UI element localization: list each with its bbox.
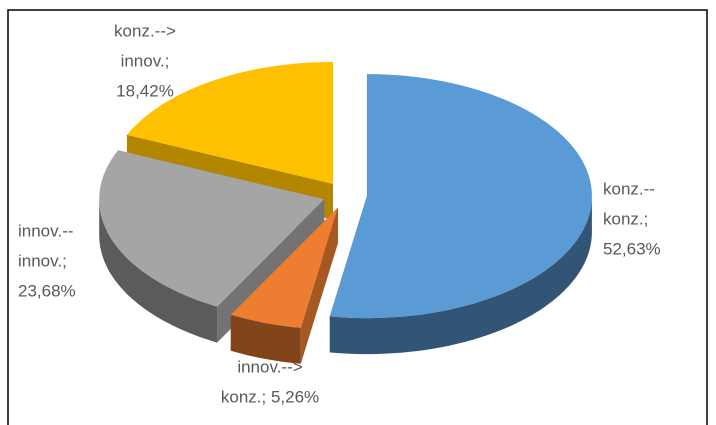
- slice: [329, 74, 592, 319]
- data-label: innov.-->: [237, 357, 302, 376]
- data-label: konz.-->: [114, 21, 176, 40]
- slice-wall: [230, 314, 301, 364]
- slice: [99, 150, 325, 307]
- data-label: innov.--: [18, 221, 73, 240]
- slice: [126, 61, 334, 184]
- slice-wall: [329, 196, 592, 355]
- data-label: konz.; 5,26%: [221, 387, 319, 406]
- data-label: konz.--: [603, 179, 655, 198]
- data-label: konz.;: [603, 209, 648, 228]
- data-label: innov.;: [18, 251, 67, 270]
- slice: [230, 207, 338, 328]
- data-label: innov.;: [121, 51, 170, 70]
- data-label: 23,68%: [18, 281, 76, 300]
- data-label: 18,42%: [116, 81, 174, 100]
- slice-wall: [99, 199, 218, 343]
- data-label: 52,63%: [603, 239, 661, 258]
